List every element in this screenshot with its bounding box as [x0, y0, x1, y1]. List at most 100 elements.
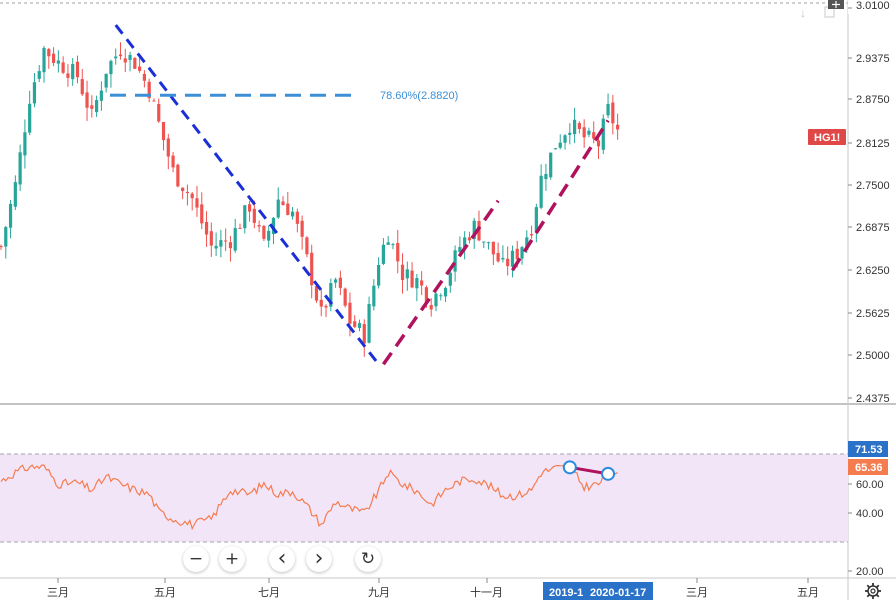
- candle-body: [577, 123, 581, 129]
- candle-body: [563, 135, 567, 143]
- candle-body: [553, 148, 558, 150]
- time-range-highlight: [543, 582, 653, 600]
- candle-body: [463, 237, 467, 248]
- price-tick-marks: [848, 57, 852, 399]
- candle-body: [128, 54, 132, 60]
- candle-body: [185, 191, 190, 194]
- candle-body: [138, 66, 142, 71]
- time-tick-label: 七月: [258, 586, 280, 599]
- rsi-tick: 60.00: [856, 479, 884, 491]
- candle-body: [238, 227, 242, 229]
- zoom-out-button[interactable]: −: [183, 546, 209, 572]
- rsi-divergence-handle-2[interactable]: [601, 466, 616, 481]
- candle-body: [372, 285, 376, 307]
- scroll-left-button[interactable]: ‹: [269, 546, 295, 572]
- uptrend-line-red-1[interactable]: [381, 199, 500, 366]
- price-tick: 2.6875: [856, 222, 890, 234]
- rsi-high-badge: [848, 441, 888, 457]
- candle-body: [200, 204, 204, 224]
- candle-body: [314, 286, 319, 301]
- candle-body: [448, 272, 452, 286]
- candle-body: [61, 62, 65, 73]
- candle-body: [99, 90, 103, 101]
- candle-body: [319, 299, 323, 307]
- candle-body: [329, 283, 333, 307]
- price-tick: 2.5000: [856, 350, 890, 362]
- candle-body: [429, 305, 433, 310]
- candle-body: [219, 240, 223, 247]
- candle-body: [458, 247, 462, 253]
- candle-body: [75, 61, 80, 78]
- time-axis[interactable]: 三月 五月 七月 九月 十一月 三月 五月 2019-1 2020-01-17: [47, 578, 819, 600]
- rsi-current-badge-text: 65.36: [855, 462, 883, 474]
- rsi-axis[interactable]: 60.00 40.00 20.00 71.53 65.36: [848, 441, 888, 578]
- scroll-right-button[interactable]: ›: [306, 546, 332, 572]
- candle-body: [32, 82, 37, 104]
- candle-body: [496, 252, 500, 262]
- price-tick: 2.4375: [856, 393, 890, 405]
- candle-body: [109, 60, 113, 75]
- crosshair-plus-icon[interactable]: [828, 0, 844, 9]
- candle-body: [529, 234, 534, 236]
- price-axis[interactable]: 3.0100 2.9375 2.8750 2.8125 2.7500 2.687…: [848, 0, 896, 405]
- candle-body: [233, 228, 237, 251]
- candle-body: [601, 118, 605, 150]
- candle-body: [66, 73, 70, 78]
- candle-body: [415, 278, 419, 289]
- candle-body: [190, 193, 194, 199]
- candle-body: [616, 124, 620, 130]
- candle-body: [582, 127, 586, 138]
- candle-body: [4, 227, 8, 247]
- fib-retracement-label: 78.60%(2.8820): [380, 90, 458, 102]
- candle-body: [439, 295, 443, 297]
- candle-body: [515, 248, 519, 260]
- candle-body: [171, 155, 175, 168]
- candle-body: [133, 58, 137, 69]
- candle-body: [544, 173, 548, 180]
- candle-body: [267, 230, 271, 241]
- candle-body: [166, 138, 170, 157]
- candle-body: [592, 132, 596, 139]
- candle-body: [534, 207, 538, 233]
- candle-body: [410, 270, 414, 288]
- candle-body: [353, 321, 357, 327]
- candle-body: [118, 54, 123, 57]
- candle-body: [51, 53, 56, 63]
- candle-body: [587, 130, 591, 135]
- candle-body: [85, 92, 89, 108]
- symbol-badge-text: HG1!: [814, 132, 840, 144]
- candle-body: [549, 152, 553, 178]
- candle-body: [281, 201, 285, 206]
- candle-body: [434, 293, 438, 307]
- candle-body: [443, 287, 448, 297]
- candle-body: [482, 241, 486, 243]
- gear-icon[interactable]: [865, 583, 881, 599]
- reset-chart-button[interactable]: ↻: [355, 546, 381, 572]
- zoom-in-button[interactable]: +: [219, 546, 245, 572]
- candle-body: [23, 132, 27, 156]
- candle-body: [56, 60, 60, 64]
- candle-body: [357, 323, 362, 328]
- candle-body: [262, 226, 266, 239]
- candle-body: [520, 247, 524, 259]
- rsi-divergence-handle-1[interactable]: [562, 460, 577, 475]
- candle-body: [257, 225, 261, 227]
- candle-body: [486, 242, 491, 244]
- time-tick-label: 三月: [47, 587, 69, 599]
- candle-body: [324, 305, 328, 308]
- candle-body: [152, 100, 156, 102]
- arrow-down-icon[interactable]: ↓: [800, 6, 806, 20]
- candle-body: [209, 231, 213, 246]
- rsi-tick: 20.00: [856, 566, 884, 578]
- rsi-high-badge-text: 71.53: [855, 444, 883, 456]
- candle-body: [424, 287, 429, 304]
- candle-body: [381, 244, 385, 264]
- candle-body: [367, 304, 371, 343]
- candle-body: [295, 211, 299, 224]
- candle-body: [214, 245, 218, 249]
- candle-body: [271, 217, 276, 235]
- candle-body: [104, 73, 108, 88]
- uptrend-line-red-2[interactable]: [510, 119, 610, 272]
